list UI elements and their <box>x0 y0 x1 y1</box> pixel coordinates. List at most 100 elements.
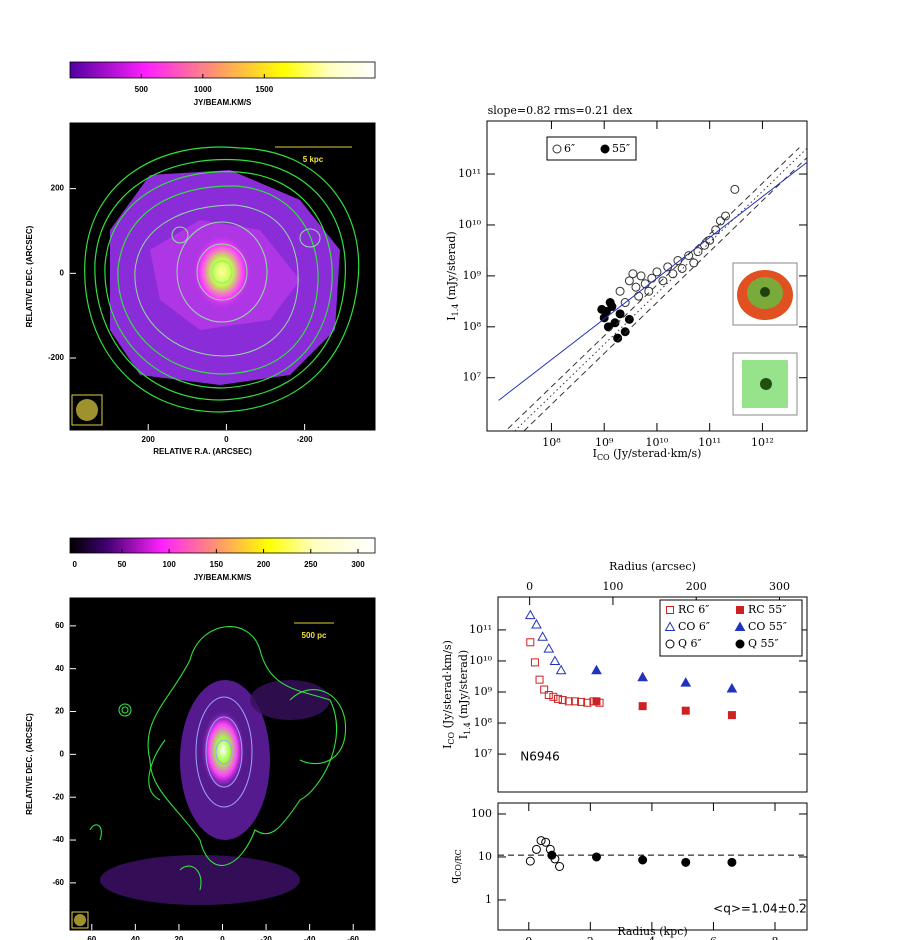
line <box>507 147 800 430</box>
point <box>664 621 676 631</box>
y-tick-label: 40 <box>55 664 64 673</box>
chart-title: slope=0.82 rms=0.21 dex <box>488 104 634 117</box>
colorbar-tick-label: 150 <box>210 560 224 569</box>
point <box>591 664 602 675</box>
x2-tick-label: 100 <box>602 580 623 593</box>
x-tick-label: 10⁸ <box>542 436 561 449</box>
line <box>514 147 807 431</box>
point <box>526 638 535 647</box>
y-tick-label: 10¹¹ <box>469 623 492 636</box>
legend-box <box>546 136 637 161</box>
point <box>736 606 744 614</box>
point <box>544 691 553 700</box>
label-subscript: CO/RC <box>454 849 463 877</box>
x-axis-label: ICO (Jy/sterad·km/s) <box>593 447 702 462</box>
legend-marker <box>600 144 610 154</box>
y-tick-label: 1 <box>485 893 492 906</box>
legend-label: Q 6″ <box>678 637 702 650</box>
colorbar-label: JY/BEAM.KM/S <box>194 573 252 582</box>
label-subscript: 1.4 <box>451 304 460 317</box>
label-symbol: I <box>445 316 458 320</box>
point <box>549 692 558 701</box>
point <box>721 211 731 221</box>
point <box>684 251 694 261</box>
x-tick-label: 10¹¹ <box>698 436 721 449</box>
colorbar <box>69 537 376 554</box>
legend-marker <box>552 144 562 154</box>
point <box>644 286 654 296</box>
label-symbol: I <box>457 735 470 739</box>
point <box>555 664 567 675</box>
plot-frame <box>497 802 808 931</box>
point <box>531 844 541 854</box>
point <box>652 267 662 277</box>
point <box>624 314 634 324</box>
point <box>592 697 601 706</box>
point <box>715 216 725 226</box>
label-symbol: I <box>441 745 454 749</box>
point <box>613 333 623 343</box>
y-axis-label: ICO (Jy/sterad·km/s) <box>441 640 456 749</box>
line <box>498 161 807 401</box>
point <box>591 852 601 862</box>
y-axis-label: qCO/RC <box>448 849 463 884</box>
point <box>700 240 710 250</box>
point <box>577 697 586 706</box>
y-tick-label: 10¹⁰ <box>469 654 492 667</box>
point <box>666 606 674 614</box>
point <box>543 643 555 653</box>
legend-label: 55″ <box>612 142 630 155</box>
legend-label: 6″ <box>564 142 575 155</box>
colorbar-tick-label: 300 <box>351 560 365 569</box>
y-tick-label: 10¹¹ <box>458 167 481 180</box>
point <box>665 639 675 649</box>
y-tick-label: 10⁷ <box>463 371 482 384</box>
label-unit: (mJy/sterad) <box>457 650 470 722</box>
point <box>558 696 567 705</box>
colorbar-tick-label: 200 <box>257 560 271 569</box>
x2-tick-label: 300 <box>769 580 790 593</box>
y-tick-label: 0 <box>60 268 65 277</box>
point <box>727 711 736 720</box>
y-tick-label: -40 <box>52 835 64 844</box>
y-tick-label: 10⁹ <box>463 269 482 282</box>
point <box>537 631 548 641</box>
point <box>530 658 539 667</box>
point <box>570 697 579 706</box>
point <box>601 306 611 316</box>
y-tick-label: 10⁷ <box>474 747 493 760</box>
x-tick-label: 4 <box>648 935 655 940</box>
x-tick-label: 10¹² <box>751 436 774 449</box>
label-symbol: I <box>593 447 597 460</box>
y-tick-label: 10¹⁰ <box>458 218 481 231</box>
point <box>524 609 536 620</box>
y-tick-label: 100 <box>471 807 492 820</box>
y-tick-label: -20 <box>52 792 64 801</box>
x-tick-label: 20 <box>174 935 183 940</box>
point <box>605 298 615 308</box>
point <box>727 857 737 867</box>
x2-tick-label: 0 <box>526 580 533 593</box>
x2-axis-label: Radius (arcsec) <box>609 560 696 573</box>
label-unit: (Jy/sterad·km/s) <box>610 447 702 460</box>
colorbar-tick-label: 0 <box>72 560 77 569</box>
point <box>620 327 630 337</box>
x-axis-label: Radius (kpc) <box>617 925 687 938</box>
colorbar-tick-label: 100 <box>162 560 176 569</box>
point <box>693 247 703 257</box>
point <box>734 621 746 631</box>
x-tick-label: 200 <box>142 435 156 444</box>
inset-image <box>732 262 798 416</box>
label-subscript: CO <box>597 453 610 462</box>
point <box>636 271 646 281</box>
label-subscript: 1.4 <box>463 722 472 735</box>
point <box>634 291 644 301</box>
label-subscript: CO <box>447 731 456 744</box>
y-tick-label: 10⁸ <box>474 716 493 729</box>
y-tick-label: 10⁸ <box>463 320 482 333</box>
colorbar-tick-label: 250 <box>304 560 318 569</box>
colorbar <box>69 61 376 79</box>
point <box>610 318 620 328</box>
colorbar-tick-label: 1000 <box>194 85 212 94</box>
